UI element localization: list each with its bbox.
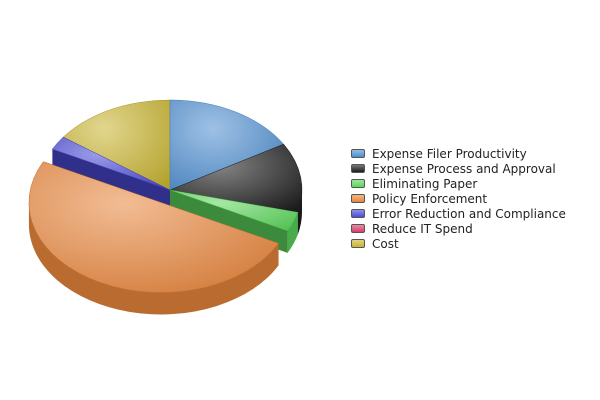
legend-swatch <box>351 149 365 158</box>
legend-swatch <box>351 239 365 248</box>
legend-label: Reduce IT Spend <box>372 221 473 236</box>
legend-label: Policy Enforcement <box>372 191 488 206</box>
legend-label: Expense Filer Productivity <box>372 146 527 161</box>
legend-label: Error Reduction and Compliance <box>372 206 566 221</box>
legend-swatch <box>351 224 365 233</box>
legend-label: Cost <box>372 236 399 251</box>
legend: Expense Filer Productivity Expense Proces… <box>351 146 566 251</box>
legend-label: Expense Process and Approval <box>372 161 556 176</box>
legend-swatch <box>351 209 365 218</box>
legend-swatch <box>351 164 365 173</box>
legend-item-cost: Cost <box>351 236 566 251</box>
legend-item-policy-enforcement: Policy Enforcement <box>351 191 566 206</box>
legend-item-eliminating-paper: Eliminating Paper <box>351 176 566 191</box>
legend-item-error-reduction-and-compliance: Error Reduction and Compliance <box>351 206 566 221</box>
legend-swatch <box>351 179 365 188</box>
legend-item-reduce-it-spend: Reduce IT Spend <box>351 221 566 236</box>
legend-item-expense-process-and-approval: Expense Process and Approval <box>351 161 566 176</box>
legend-label: Eliminating Paper <box>372 176 478 191</box>
legend-swatch <box>351 194 365 203</box>
legend-item-expense-filer-productivity: Expense Filer Productivity <box>351 146 566 161</box>
pie-slice-policy-enforcement <box>28 161 279 315</box>
